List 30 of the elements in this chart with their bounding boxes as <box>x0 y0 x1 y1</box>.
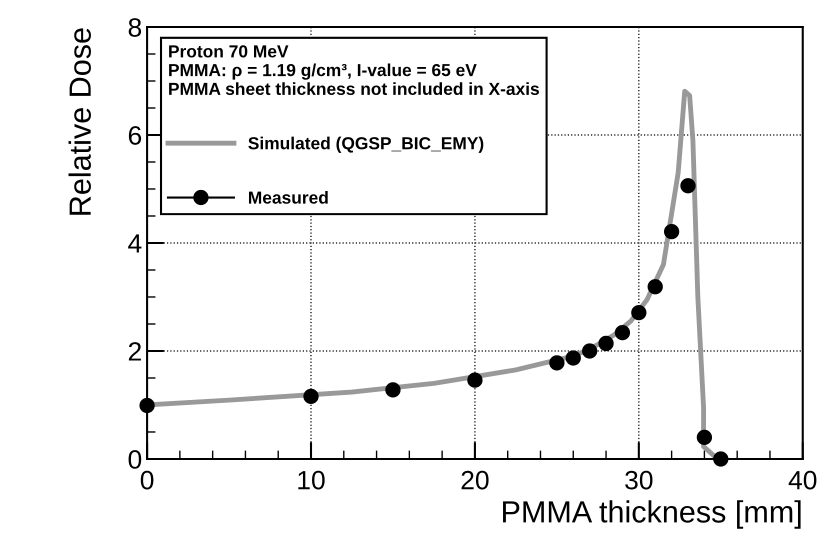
x-tick-label: 0 <box>140 470 154 490</box>
x-axis-title: PMMA thickness [mm] <box>503 500 801 529</box>
point <box>467 372 483 388</box>
x-tick-label: 10 <box>298 470 325 490</box>
point <box>696 430 712 446</box>
y-tick-label: 6 <box>128 126 142 145</box>
x-tick-label: 20 <box>462 470 489 490</box>
y-tick-label: 8 <box>128 18 142 37</box>
point <box>680 178 696 194</box>
legend-label: Simulated (QGSP_BIC_EMY) <box>248 136 484 153</box>
point <box>385 382 401 398</box>
legend-title: Proton 70 MeV PMMA: ρ = 1.19 g/cm³, I-value = 65 eV PMMA sheet thickness not included in X-axis <box>169 45 539 96</box>
point <box>648 279 663 294</box>
y-tick-label: 2 <box>128 342 141 361</box>
x-tick-label: 30 <box>625 470 652 490</box>
point <box>566 350 581 366</box>
legend-label: Measured <box>248 191 328 204</box>
y-tick-label: 4 <box>128 234 142 253</box>
point <box>139 398 155 414</box>
point <box>713 451 728 467</box>
point <box>582 343 598 359</box>
point <box>303 388 319 404</box>
point <box>631 305 646 320</box>
point <box>664 224 680 240</box>
y-axis-title: Relative Dose <box>68 28 91 215</box>
point <box>598 336 614 352</box>
x-tick-label: 40 <box>788 470 816 490</box>
point <box>614 324 630 340</box>
point <box>549 355 565 371</box>
y-tick-label: 0 <box>128 450 142 469</box>
